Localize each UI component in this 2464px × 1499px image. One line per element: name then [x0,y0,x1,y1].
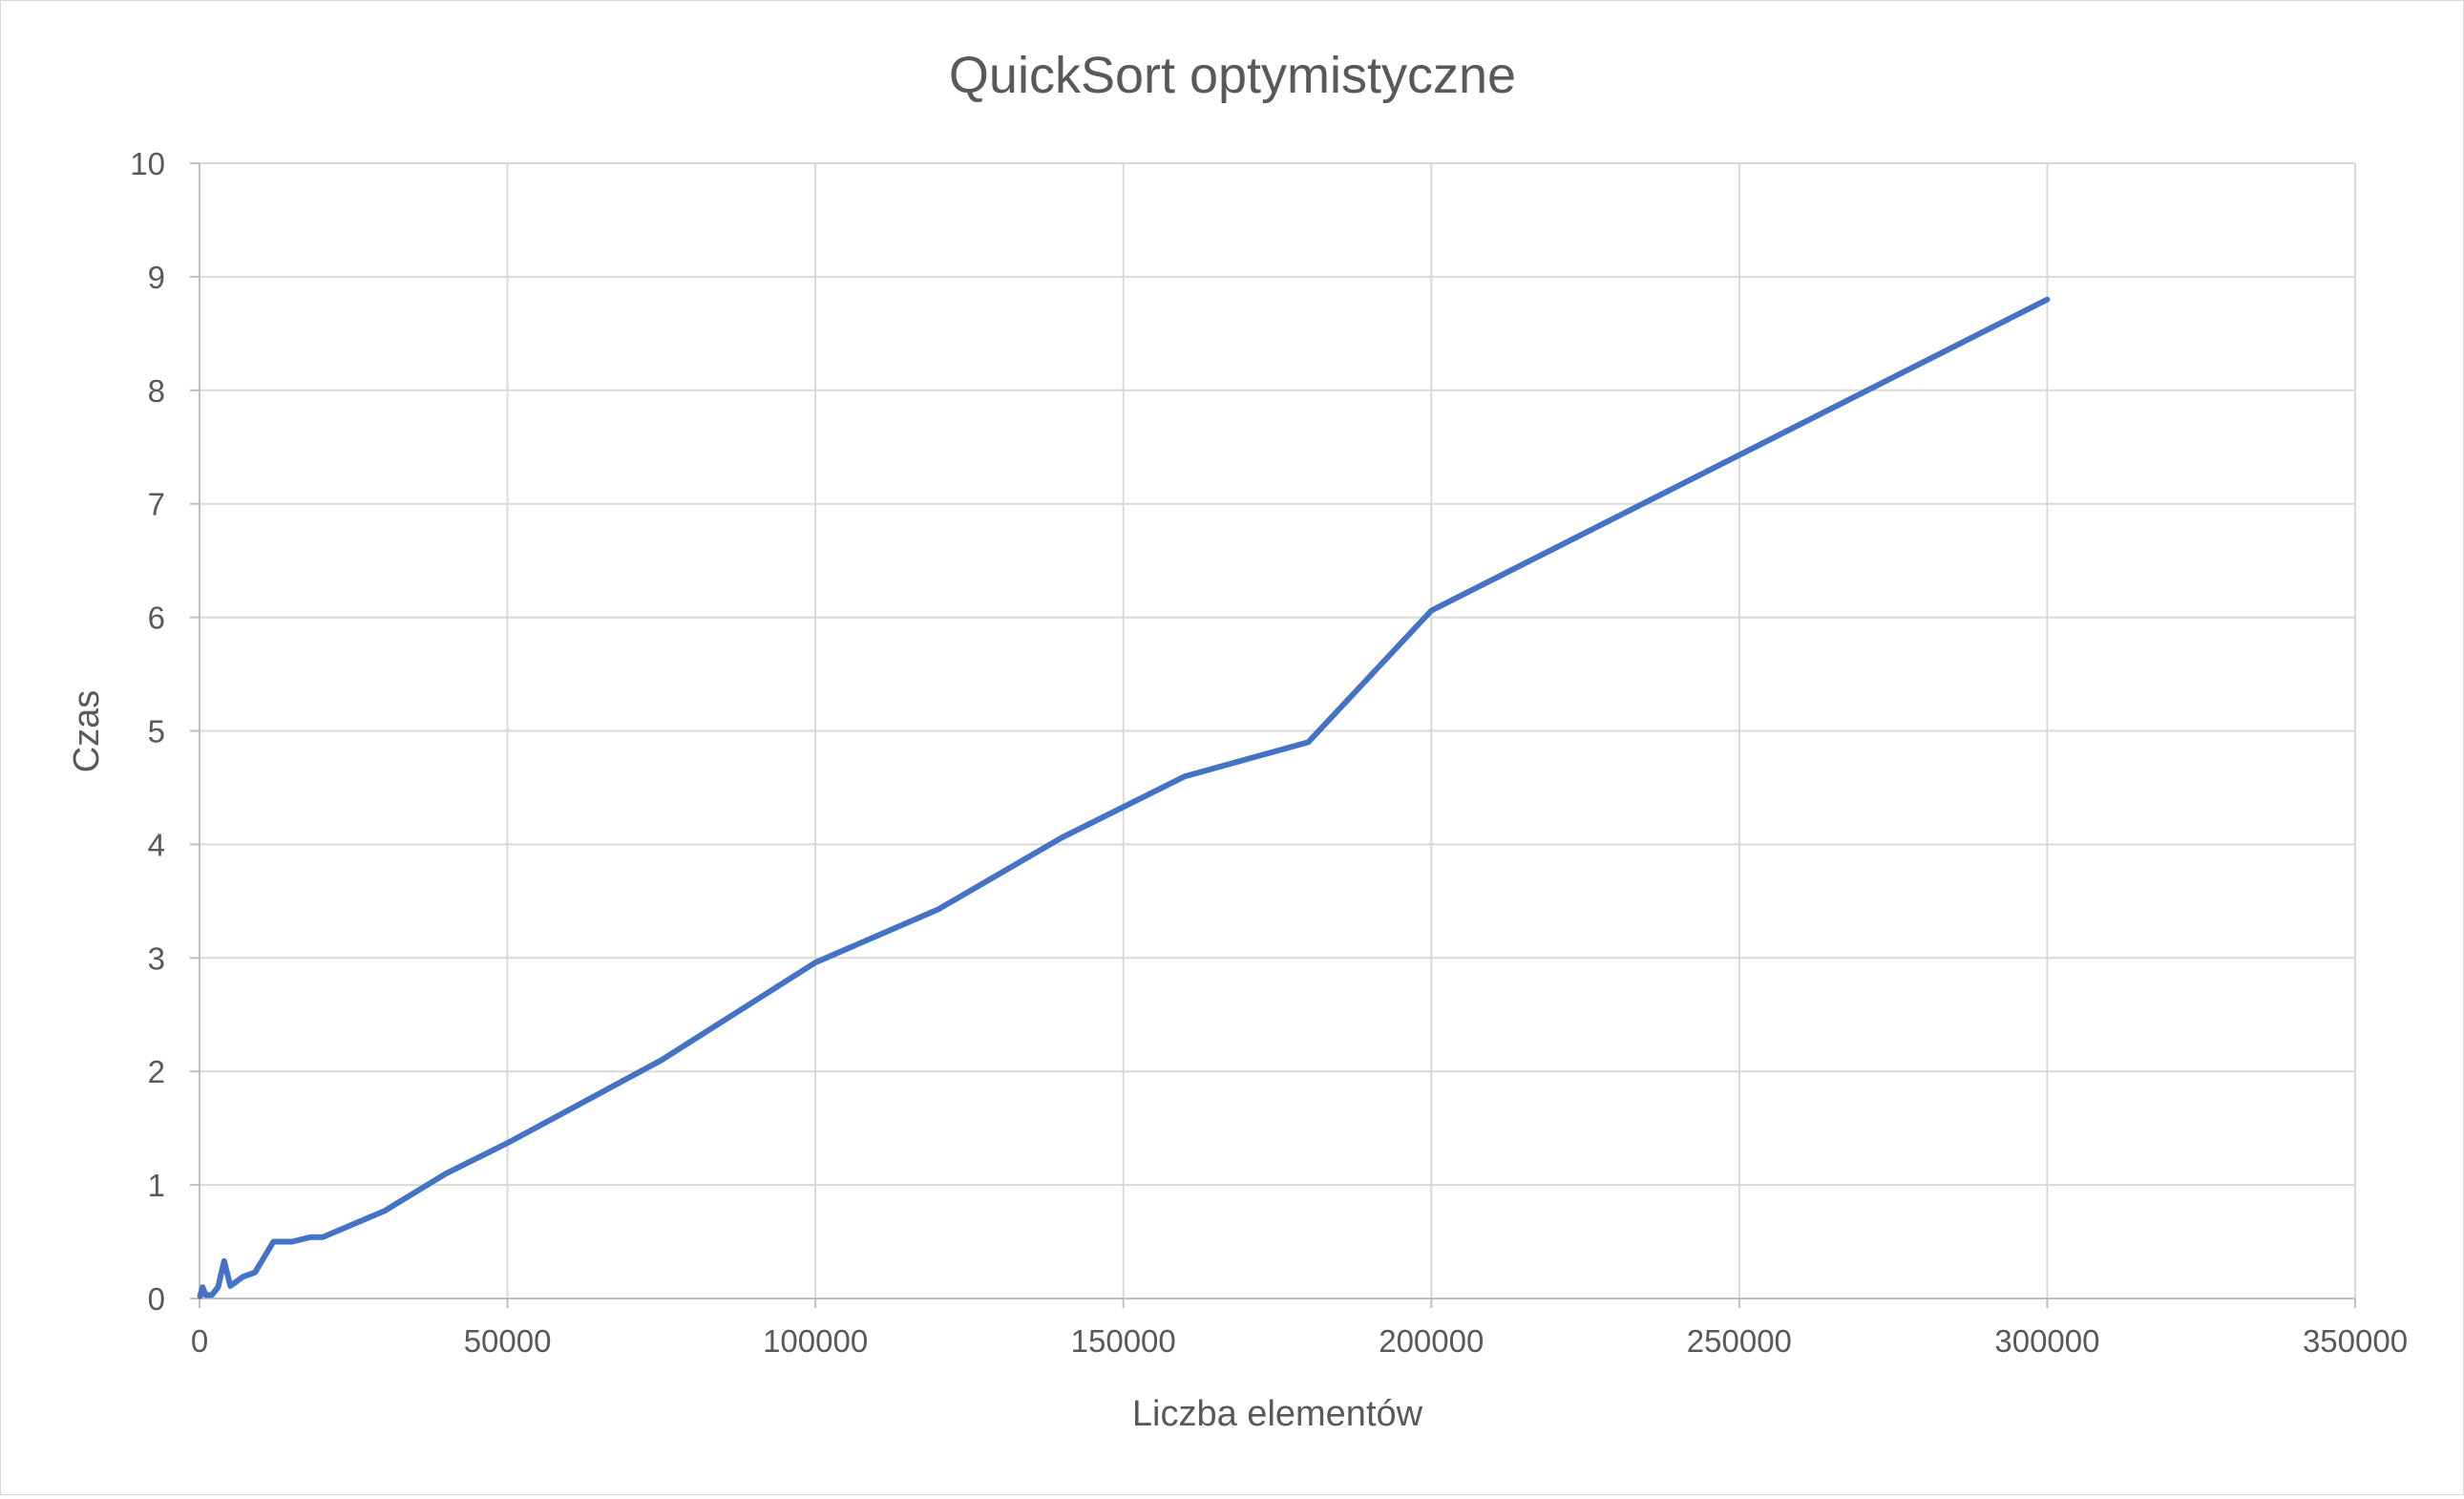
data-point [209,1292,215,1298]
data-point [1182,773,1188,779]
x-tick-label: 50000 [464,1323,552,1359]
data-point [289,1239,295,1245]
chart-title: QuickSort optymistyczne [949,47,1516,104]
y-tick-label: 0 [148,1281,165,1317]
data-point [307,1235,313,1240]
data-point [443,1171,449,1176]
x-tick-label: 100000 [763,1323,868,1359]
data-point [659,1057,664,1063]
data-point [240,1274,245,1279]
y-tick-label: 10 [130,146,165,181]
data-point [215,1284,221,1290]
data-point [227,1283,233,1289]
x-axis-title: Liczba elementów [1132,1394,1423,1434]
data-point [202,1292,208,1298]
y-tick-label: 7 [148,487,165,522]
data-point [221,1258,227,1264]
series-line [197,296,2051,1299]
y-tick-label: 3 [148,940,165,976]
data-point [2044,297,2050,303]
x-tick-label: 200000 [1379,1323,1484,1359]
data-point [382,1208,388,1214]
y-tick-label: 4 [148,827,165,862]
data-point [198,1294,203,1299]
data-point [1305,739,1311,745]
data-point [200,1284,205,1290]
data-point [812,960,818,965]
gridlines [200,162,2356,1298]
y-axis-title: Czas [67,690,107,773]
data-point [270,1239,276,1245]
data-point [505,1140,511,1146]
x-tick-label: 350000 [2303,1323,2408,1359]
x-tick-label: 250000 [1687,1323,1792,1359]
data-point [1059,834,1064,840]
axes [190,162,2356,1308]
data-point [320,1235,326,1240]
plot-series [197,296,2051,1299]
tick-labels: 0 1 2 3 4 5 6 7 8 9 10 0 50000 100000 150000 200000 2500… [130,146,2408,1359]
data-point [936,906,941,912]
y-tick-label: 6 [148,601,165,636]
data-point [252,1270,258,1276]
y-tick-label: 1 [148,1168,165,1203]
y-tick-label: 5 [148,714,165,750]
x-tick-label: 300000 [1994,1323,2099,1359]
y-tick-label: 8 [148,373,165,409]
y-tick-label: 2 [148,1054,165,1089]
data-point [1428,607,1434,613]
x-tick-label: 150000 [1071,1323,1176,1359]
y-tick-label: 9 [148,260,165,295]
x-tick-label: 0 [191,1323,208,1359]
